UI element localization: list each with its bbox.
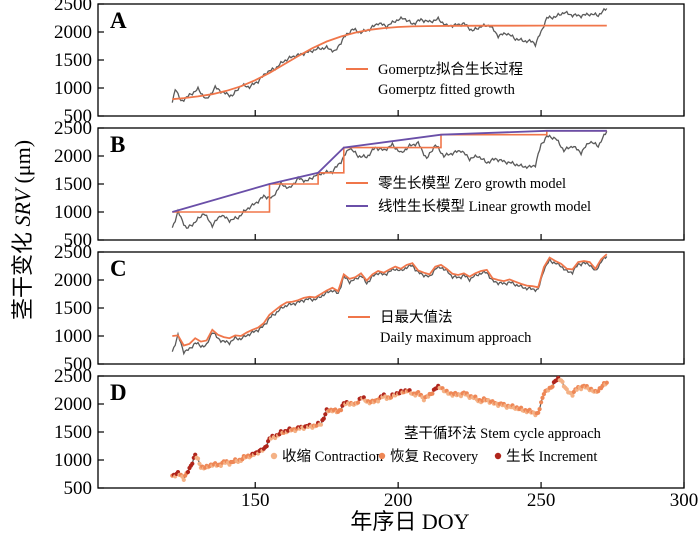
recovery-dot [539,400,544,405]
y-tick-label: 500 [64,230,93,251]
y-tick-label: 500 [64,354,93,375]
recovery-dot [338,408,344,413]
legend-marker [270,452,278,460]
panel-b: 500 1000 1500 2000 2500 B 零生长模型 Zero growth mo… [54,118,685,251]
legend: 日最大值法 Daily maximum approach [348,309,532,346]
y-tick-label: 2500 [54,0,92,15]
recovery-dot [550,384,555,389]
legend-item-label: 收缩 Contraction [282,448,384,465]
contraction-dot [197,461,202,466]
increment-dot [190,461,195,466]
y-tick-label: 1500 [54,50,92,71]
panel-letter: C [110,256,127,281]
recovery-dot [540,395,545,400]
legend: 茎干循环法 Stem cycle approach 收缩 Contraction 恢… [270,425,602,465]
stem-cycle-dots [170,375,609,482]
y-tick-label: 2000 [54,270,92,291]
y-tick-label: 1000 [54,78,92,99]
y-tick-label: 2500 [54,366,92,387]
increment-dot [264,444,269,449]
panel-frame [97,3,685,117]
fit-series-line [172,24,607,101]
x-axis-label: 年序日 DOY [350,509,469,534]
x-tick-label: 300 [670,490,699,511]
fit-series-line [172,253,608,347]
legend-marker [378,452,386,460]
panel-letter: D [110,380,127,405]
panel-c: 500 1000 1500 2000 2500 C 日最大值法 Daily maximum a… [54,242,685,375]
contraction-dot [181,477,186,482]
contraction-dot [195,456,201,461]
recovery-dot [537,407,542,412]
y-tick-label: 500 [64,106,93,127]
linear-growth-line [172,129,607,213]
panels-group: 5001000150020002500AGomerptz拟合生长过程Gomerp… [54,0,685,499]
y-tick-label: 1000 [54,450,92,471]
legend-item-label: 生长 Increment [506,448,597,465]
y-tick-label: 2000 [54,146,92,167]
legend-item-label: 日最大值法 [380,309,453,326]
legend: Gomerptz拟合生长过程 Gomerptz fitted growth [346,61,523,98]
y-tick-label: 2000 [54,394,92,415]
legend: 零生长模型 Zero growth model 线性生长模型 Linear gro… [346,175,591,215]
contraction-dot [570,393,575,398]
y-tick-label: 1500 [54,298,92,319]
y-tick-label: 2500 [54,242,92,263]
x-tick-label: 200 [384,490,413,511]
y-axis-label: 茎干变化 SRV (μm) [10,140,35,320]
y-tick-label: 1500 [54,174,92,195]
increment-dot [361,395,366,400]
increment-dot [407,388,412,393]
legend-marker [494,452,502,460]
y-tick-label: 1000 [54,326,92,347]
contraction-dot [376,399,381,404]
legend-item-label: Gomerptz fitted growth [378,82,516,98]
legend-item-label: 恢复 Recovery [390,447,479,465]
observed-series-line [171,256,608,356]
y-tick-label: 2000 [54,22,92,43]
panel-letter: B [110,132,125,157]
recovery-dot [536,410,541,415]
zero-growth-line [172,130,607,213]
legend-title: 茎干循环法 Stem cycle approach [404,425,602,442]
recovery-dot [356,400,361,405]
panel-a: 5001000150020002500AGomerptz拟合生长过程Gomerp… [54,0,685,127]
legend-item-label: Gomerptz拟合生长过程 [378,61,523,78]
legend-item-label: 线性生长模型 Linear growth model [378,198,591,215]
legend-item-label: Daily maximum approach [380,330,532,346]
recovery-dot [430,391,435,396]
observed-series-line [171,131,608,229]
increment-dot [321,416,326,421]
legend-item-label: 零生长模型 Zero growth model [378,175,566,192]
y-tick-label: 500 [64,478,93,499]
panel-d: 500 1000 1500 2000 2500 D 茎干循环法 Stem cycle app… [54,366,685,499]
y-tick-label: 2500 [54,118,92,139]
contraction-dot [318,422,324,427]
increment-dot [185,469,191,475]
increment-dot [323,412,328,417]
x-tick-label: 250 [527,490,556,511]
x-tick-label: 150 [241,490,270,511]
y-tick-label: 1000 [54,202,92,223]
panel-letter: A [110,8,127,33]
contraction-dot [560,379,565,384]
recovery-dot [604,380,609,385]
x-axis: 150 200 250 300 [241,490,698,511]
y-tick-label: 1500 [54,422,92,443]
